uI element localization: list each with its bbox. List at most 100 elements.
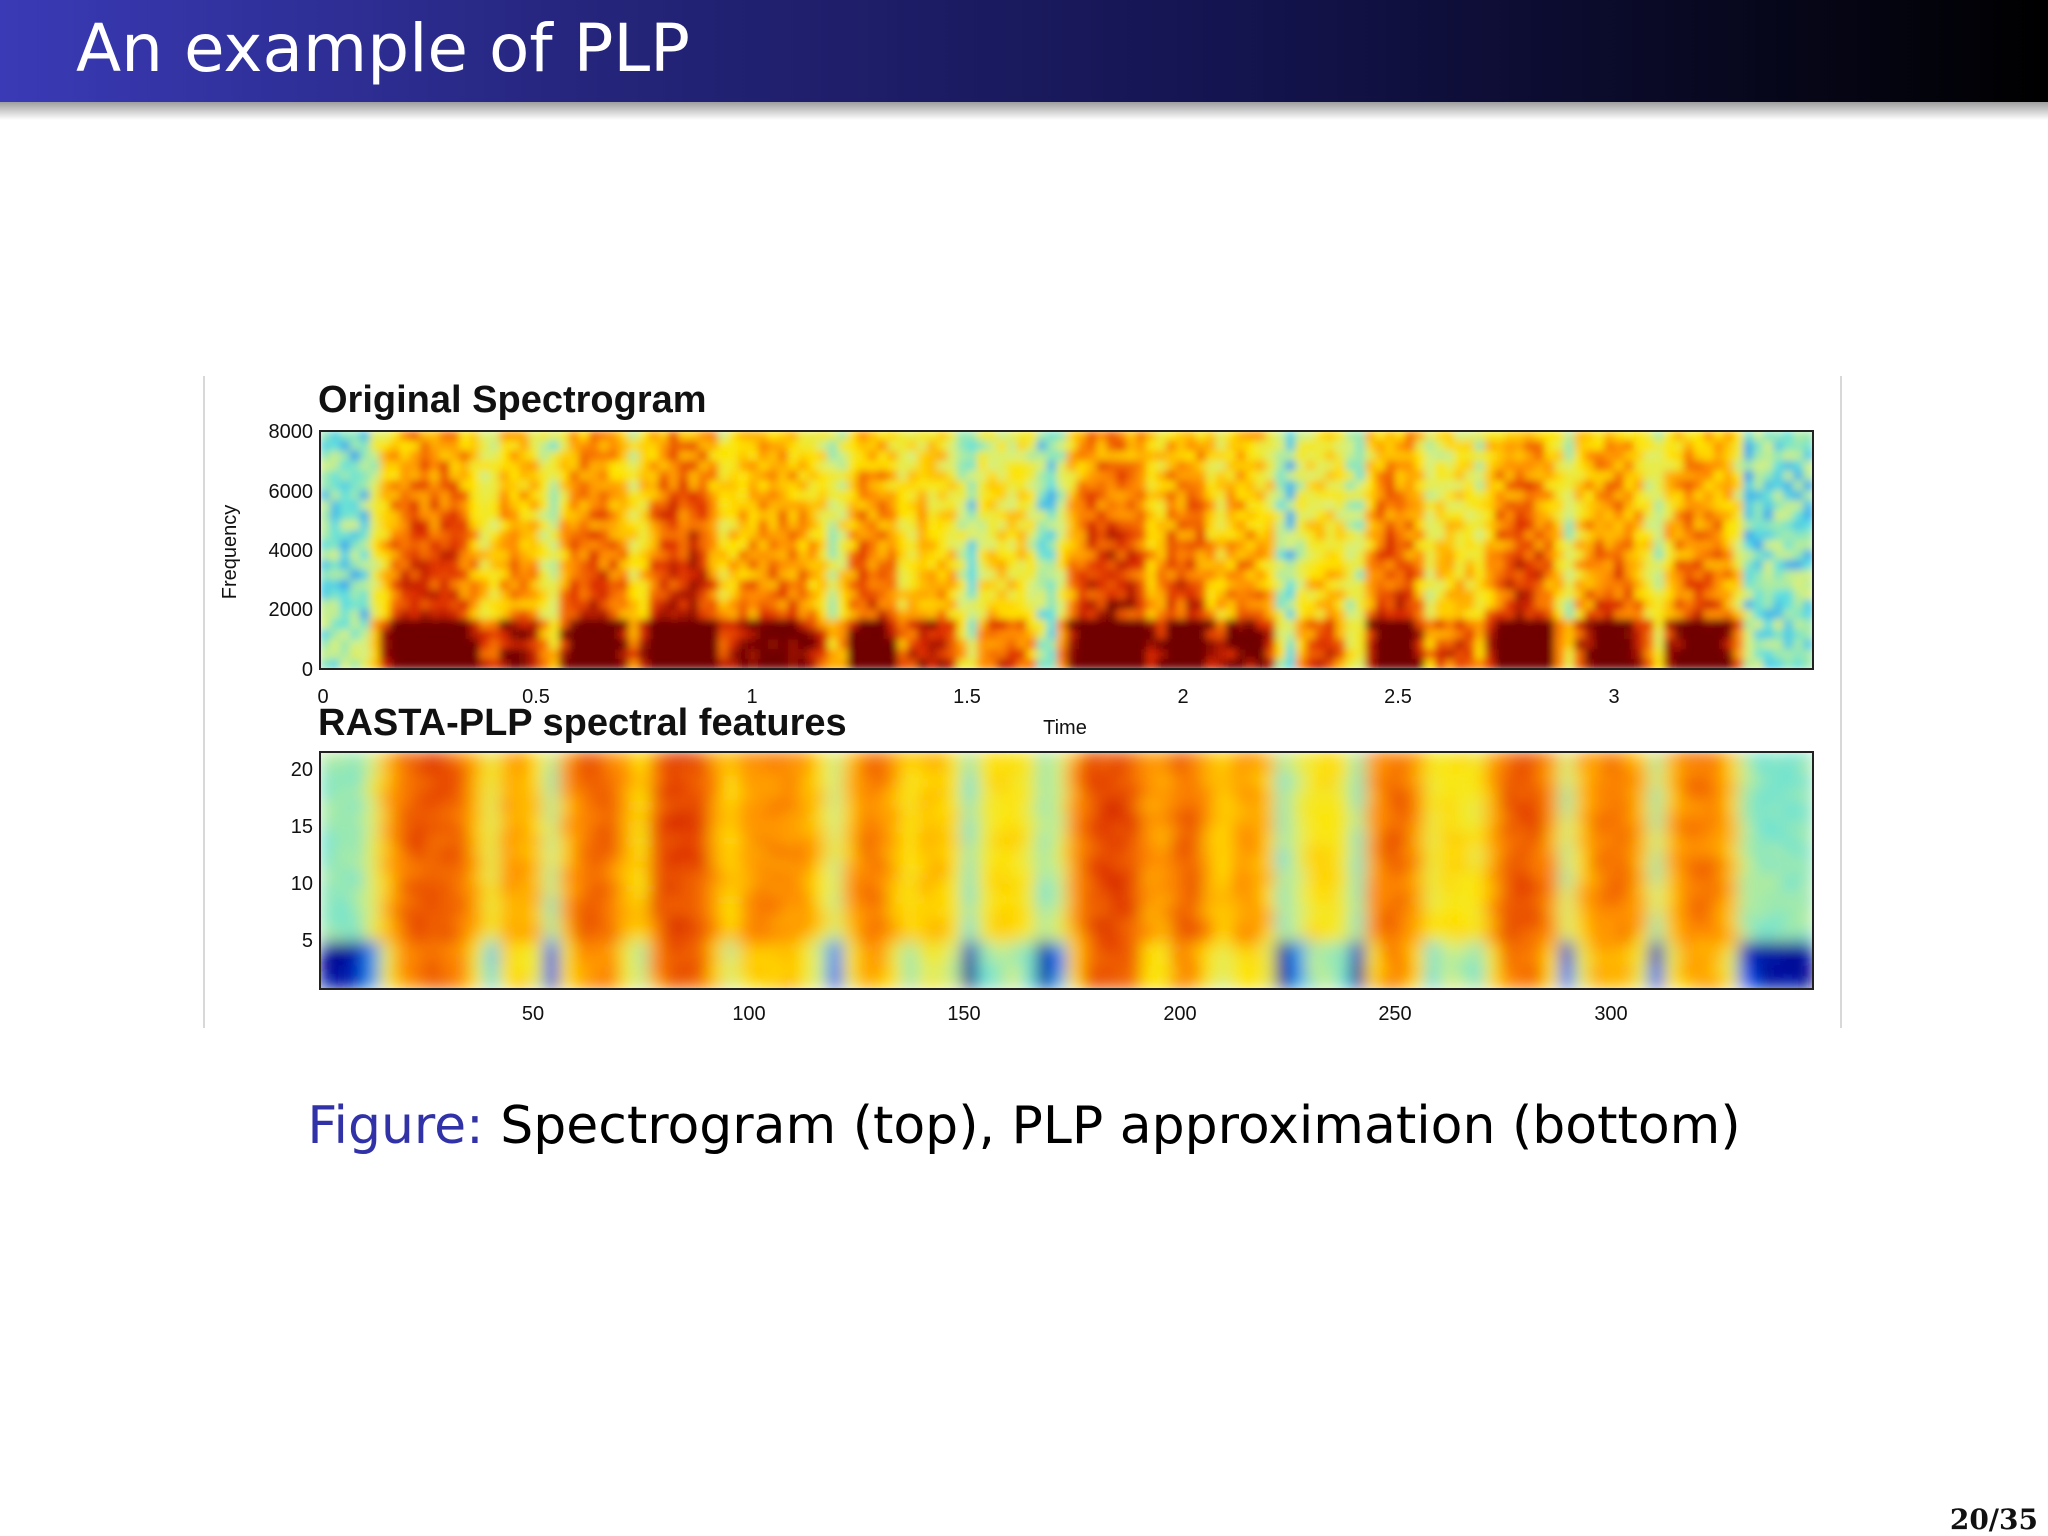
heatmap-cell xyxy=(708,834,724,848)
heatmap-cell xyxy=(1633,520,1645,531)
heatmap-cell xyxy=(1305,977,1321,989)
heatmap-cell xyxy=(1464,639,1476,650)
heatmap-cell xyxy=(678,846,694,860)
heatmap-cell xyxy=(976,500,988,511)
heatmap-cell xyxy=(1176,530,1187,541)
heatmap-cell xyxy=(1275,470,1287,482)
heatmap-cell xyxy=(1141,953,1157,966)
heatmap-cell xyxy=(723,752,739,765)
heatmap-cell xyxy=(698,450,709,462)
heatmap-cell xyxy=(1723,569,1734,581)
heatmap-cell xyxy=(1245,480,1257,492)
heatmap-cell xyxy=(349,431,361,442)
heatmap-cell xyxy=(633,823,649,836)
heatmap-cell xyxy=(947,520,958,531)
heatmap-cell xyxy=(320,490,331,501)
heatmap-cell xyxy=(1171,965,1187,978)
heatmap-cell xyxy=(320,510,331,521)
heatmap-cell xyxy=(877,639,888,650)
heatmap-cell xyxy=(1305,775,1321,789)
heatmap-cell xyxy=(1434,510,1446,521)
heatmap-cell xyxy=(967,431,978,442)
heatmap-cell xyxy=(1205,500,1217,511)
heatmap-cell xyxy=(947,846,963,860)
heatmap-cell xyxy=(1733,569,1744,581)
heatmap-cell xyxy=(1574,500,1585,511)
heatmap-cell xyxy=(1574,510,1585,521)
heatmap-cell xyxy=(1021,882,1038,895)
heatmap-cell xyxy=(1534,520,1545,531)
heatmap-cell xyxy=(738,834,754,848)
heatmap-cell xyxy=(847,431,859,442)
heatmap-cell xyxy=(349,870,366,883)
heatmap-cell xyxy=(1260,906,1277,919)
heatmap-cell xyxy=(598,530,610,541)
heatmap-cell xyxy=(369,490,381,501)
heatmap-cell xyxy=(1564,440,1575,452)
heatmap-cell xyxy=(1335,941,1351,954)
heatmap-cell xyxy=(1663,520,1675,531)
heatmap-cell xyxy=(678,530,689,541)
heatmap-cell xyxy=(1375,530,1386,541)
heatmap-cell xyxy=(698,639,709,650)
heatmap-cell xyxy=(1141,775,1157,789)
heatmap-cell xyxy=(1524,619,1535,630)
heatmap-cell xyxy=(708,882,724,895)
heatmap-cell xyxy=(529,470,540,482)
heatmap-cell xyxy=(1424,460,1436,472)
heatmap-cell xyxy=(568,550,580,561)
heatmap-cell xyxy=(1504,550,1515,561)
heatmap-cell xyxy=(1524,599,1535,611)
heatmap-cell xyxy=(514,917,530,931)
heatmap-cell xyxy=(1066,450,1078,462)
heatmap-cell xyxy=(1096,540,1107,551)
heatmap-cell xyxy=(1464,589,1476,601)
heatmap-cell xyxy=(1225,520,1237,531)
heatmap-cell xyxy=(459,550,470,561)
heatmap-cell xyxy=(638,480,650,492)
heatmap-cell xyxy=(678,894,694,907)
heatmap-cell xyxy=(857,480,869,492)
heatmap-cell xyxy=(1534,550,1545,561)
heatmap-cell xyxy=(499,811,515,824)
heatmap-cell xyxy=(1255,629,1267,640)
heatmap-cell xyxy=(399,589,411,601)
heatmap-cell xyxy=(1305,470,1316,482)
heatmap-cell xyxy=(1434,619,1446,630)
heatmap-cell xyxy=(1116,629,1127,640)
heatmap-cell xyxy=(1046,480,1058,492)
heatmap-cell xyxy=(514,977,530,989)
heatmap-cell xyxy=(663,787,679,800)
heatmap-cell xyxy=(1514,629,1525,640)
heatmap-cell xyxy=(334,775,351,789)
heatmap-cell xyxy=(1733,559,1744,571)
heatmap-cell xyxy=(1554,659,1565,669)
heatmap-cell xyxy=(1534,619,1545,630)
heatmap-cell xyxy=(1215,579,1227,591)
heatmap-cell xyxy=(364,787,381,800)
heatmap-cell xyxy=(1335,450,1346,462)
heatmap-cell xyxy=(1046,589,1058,601)
heatmap-cell xyxy=(1016,540,1028,551)
heatmap-cell xyxy=(1275,894,1291,907)
heatmap-cell xyxy=(797,659,809,669)
heatmap-cell xyxy=(1643,629,1655,640)
heatmap-cell xyxy=(499,460,510,472)
heatmap-cell xyxy=(1146,629,1157,640)
heatmap-cell xyxy=(678,550,689,561)
heatmap-cell xyxy=(1006,858,1023,871)
heatmap-cell xyxy=(349,619,361,630)
heatmap-cell xyxy=(1185,834,1202,848)
heatmap-cell xyxy=(937,599,948,611)
heatmap-cell xyxy=(827,929,844,943)
heatmap-cell xyxy=(1171,977,1187,989)
heatmap-cell xyxy=(897,559,908,571)
heatmap-cell xyxy=(1126,629,1137,640)
heatmap-cell xyxy=(359,480,371,492)
heatmap-cell xyxy=(489,500,500,511)
heatmap-cell xyxy=(1424,530,1436,541)
heatmap-cell xyxy=(1156,917,1172,931)
heatmap-cell xyxy=(618,870,635,883)
heatmap-cell xyxy=(1723,440,1734,452)
heatmap-cell xyxy=(678,510,689,521)
